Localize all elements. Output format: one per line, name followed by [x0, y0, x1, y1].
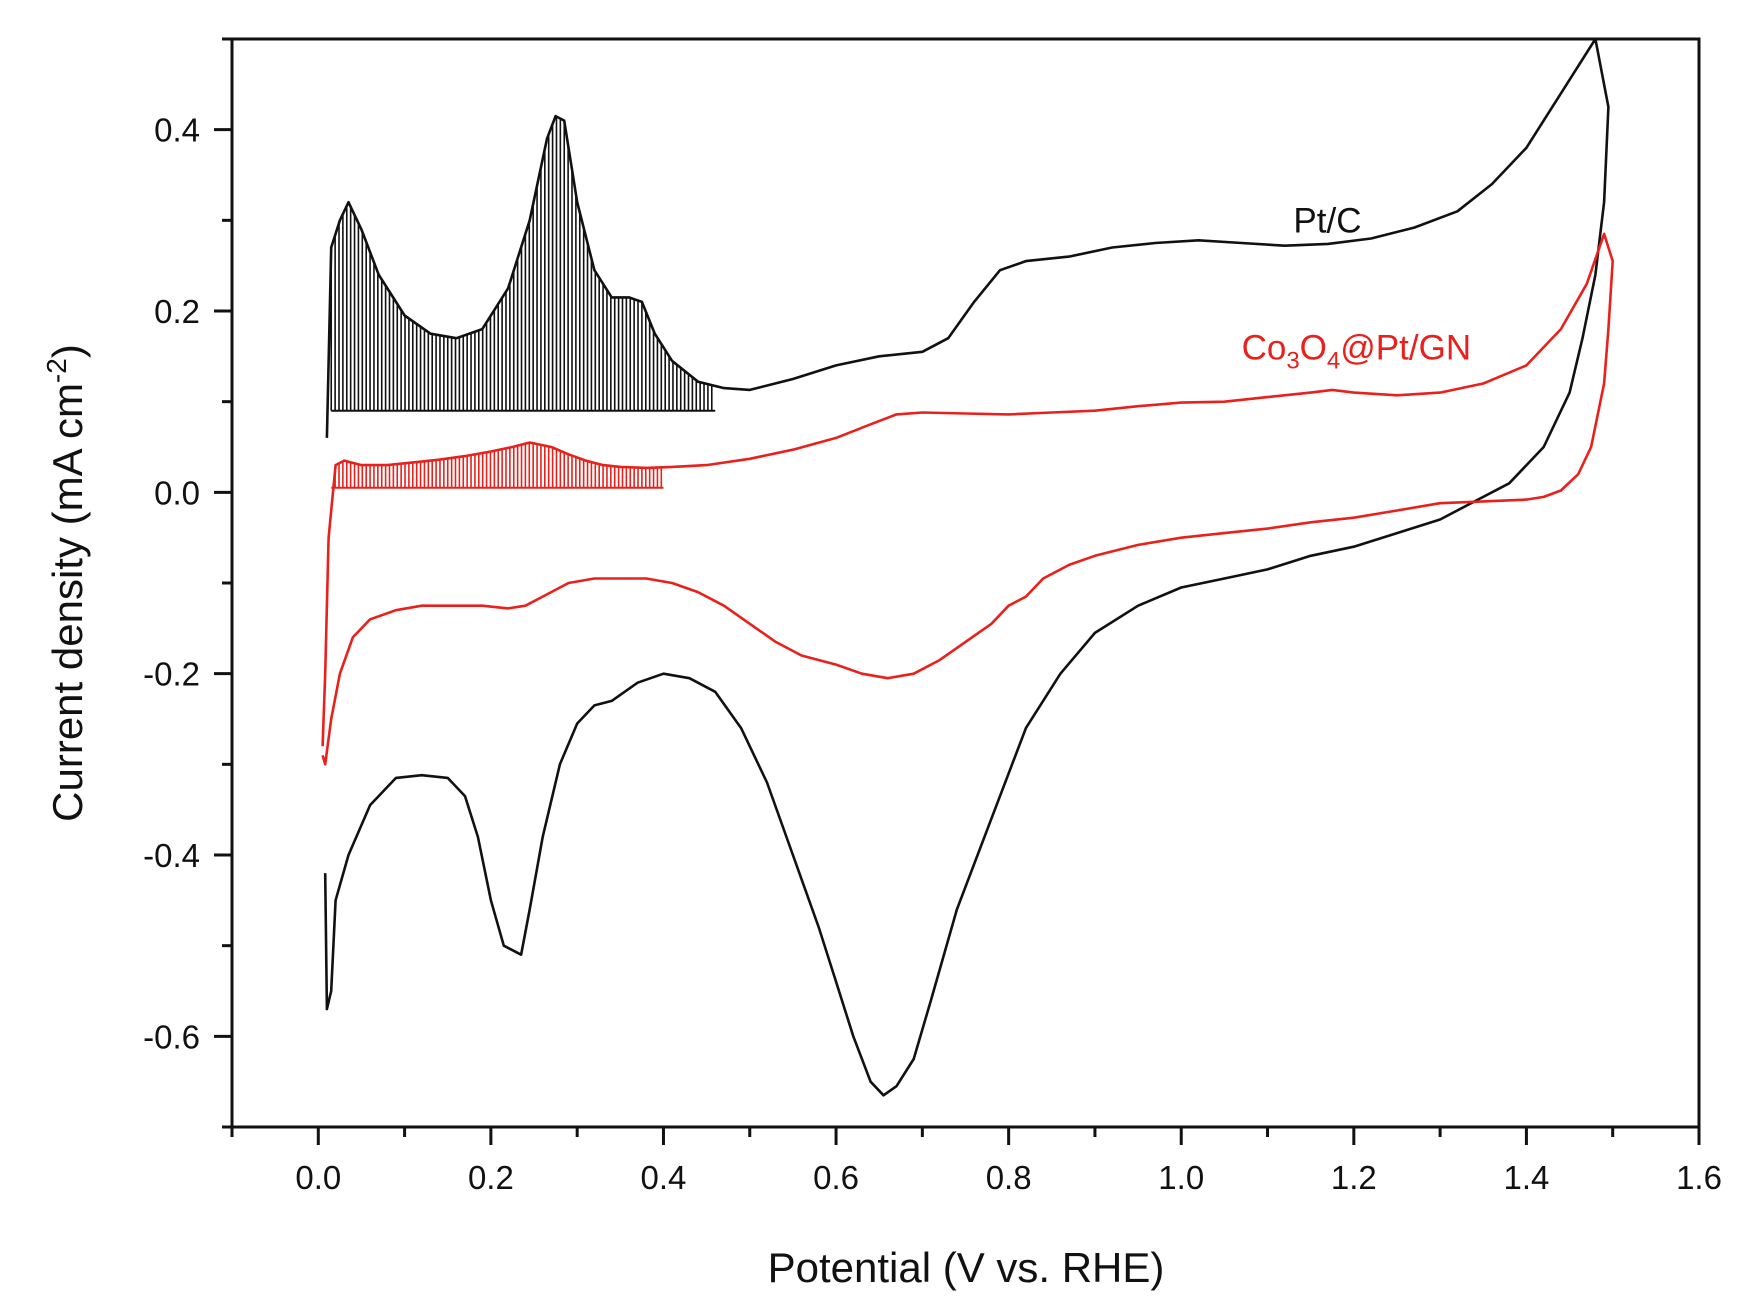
- y-axis-title-main: Current density (mA cm: [44, 383, 91, 822]
- y-tick-label: -0.6: [143, 1018, 200, 1055]
- series-line-pt-c: [323, 37, 1610, 1097]
- legend-co3o4-part-o: O: [1300, 328, 1327, 367]
- x-axis-title: Potential (V vs. RHE): [768, 1244, 1165, 1291]
- x-tick-label: 1.6: [1676, 1159, 1722, 1196]
- y-axis-title: Current density (mA cm-2): [41, 344, 91, 822]
- series-line-co3o4-pt-gn: [321, 232, 1614, 766]
- hatch-layer: [330, 116, 716, 489]
- series-layer: [321, 37, 1614, 1097]
- x-tick-label: 1.4: [1503, 1159, 1549, 1196]
- x-tick-label: 0.8: [986, 1159, 1032, 1196]
- x-tick-label: 1.0: [1158, 1159, 1204, 1196]
- x-tick-label: 1.2: [1331, 1159, 1377, 1196]
- legend-pt-c: Pt/C: [1293, 201, 1361, 240]
- axes-layer: 0.0 0.2 0.4 0.6 0.8 1.0 1.2 1.4 1.6 0.4 0.2 0.0 -0.2…: [143, 37, 1722, 1196]
- y-axis-title-sup: -2: [41, 358, 72, 383]
- x-tick-label: 0.0: [295, 1159, 341, 1196]
- x-tick-label: 0.2: [468, 1159, 514, 1196]
- y-axis-title-close: ): [44, 344, 91, 358]
- legend-co3o4-pt-gn: Co3O4@Pt/GN: [1242, 328, 1472, 374]
- x-tick-label: 0.6: [813, 1159, 859, 1196]
- plot-frame: [230, 37, 1701, 1129]
- y-tick-label: 0.4: [154, 112, 200, 149]
- legend-co3o4-part-ptgn: @Pt/GN: [1340, 328, 1471, 367]
- legend-co3o4-sub-3: 3: [1286, 347, 1299, 374]
- y-tick-label: 0.0: [154, 474, 200, 511]
- legend-co3o4-sub-4: 4: [1327, 347, 1340, 374]
- y-tick-label: -0.4: [143, 837, 200, 874]
- legend-co3o4-part-co: Co: [1242, 328, 1287, 367]
- y-tick-label: -0.2: [143, 656, 200, 693]
- y-tick-label: 0.2: [154, 293, 200, 330]
- x-tick-label: 0.4: [641, 1159, 687, 1196]
